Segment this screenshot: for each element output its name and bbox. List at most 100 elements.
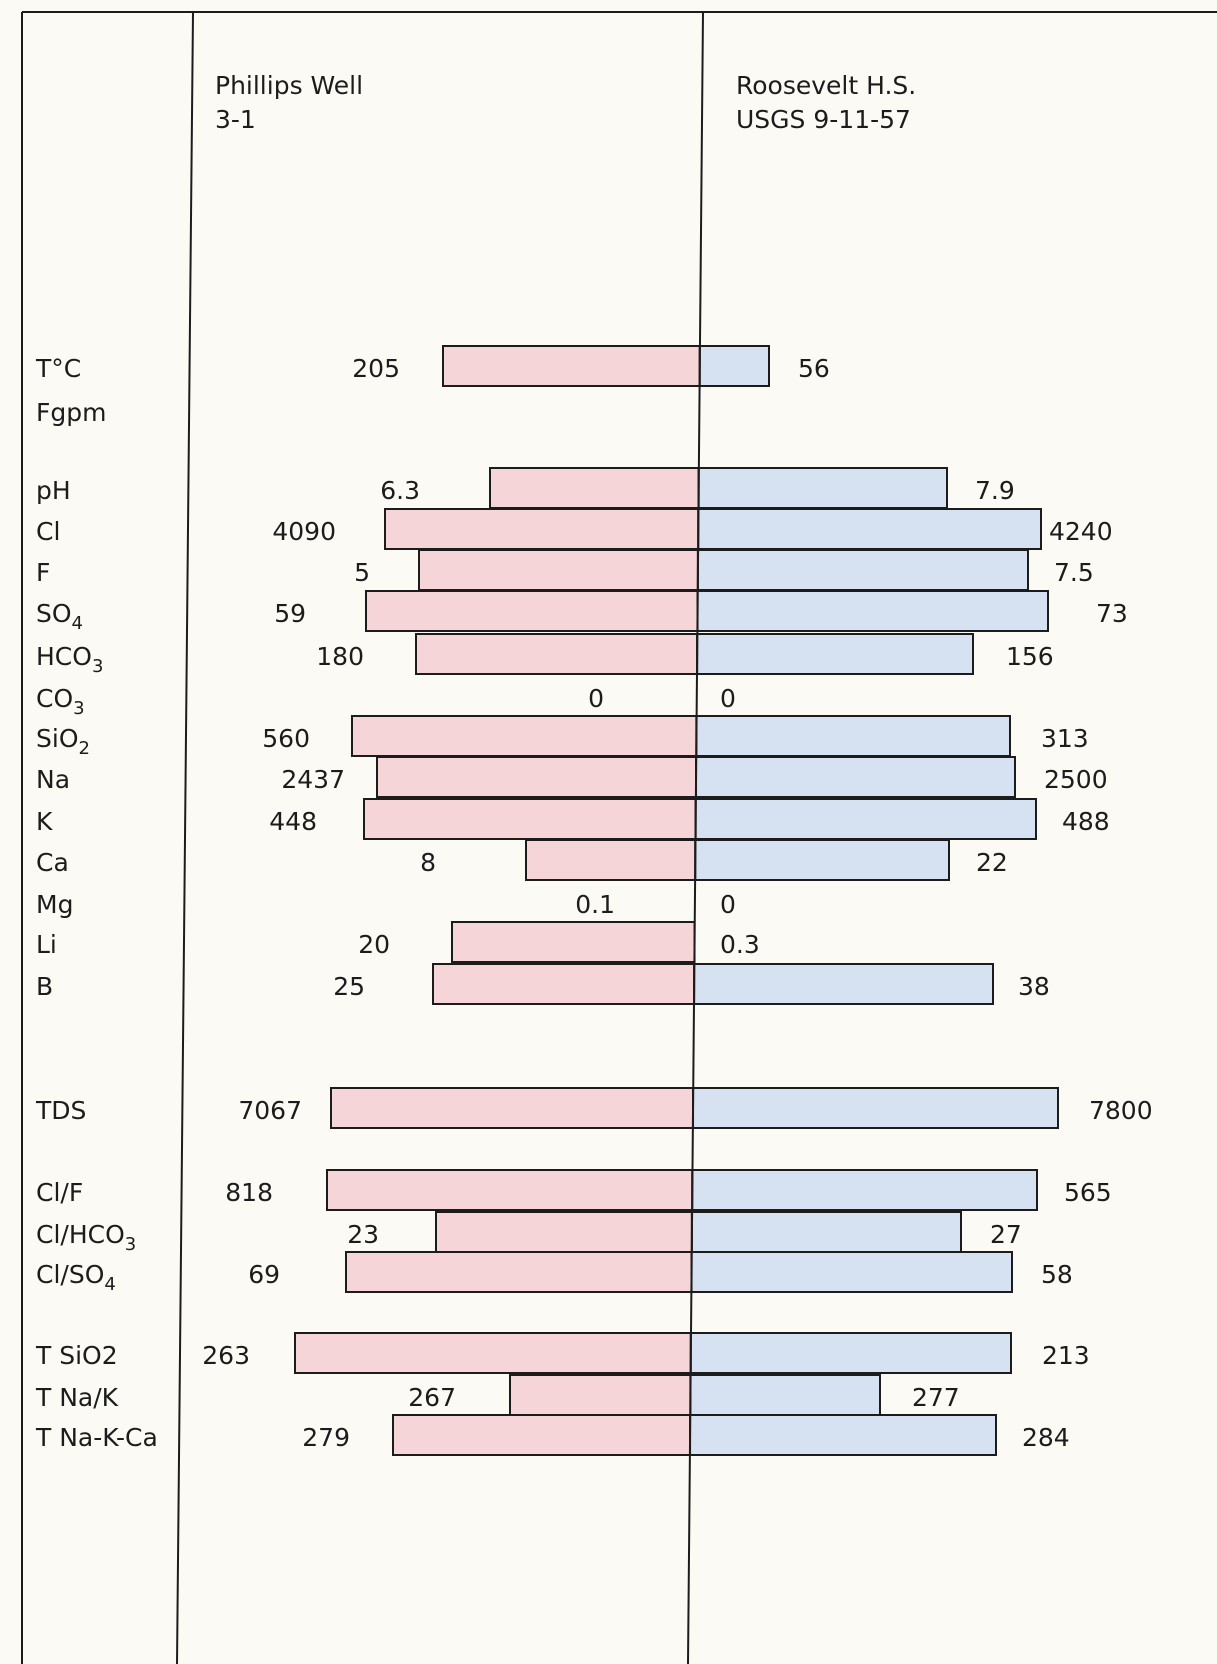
value-label-left-na: 2437 — [281, 765, 345, 794]
category-label-t-na-k-ca: T Na-K-Ca — [35, 1423, 158, 1452]
bar-left-t-sio2 — [294, 1332, 692, 1374]
bar-right-cl-so4 — [690, 1251, 1013, 1293]
value-label-right-cl-f: 565 — [1064, 1178, 1112, 1207]
value-label-right-k: 488 — [1062, 807, 1110, 836]
bar-left-cl-f — [326, 1169, 694, 1211]
value-label-left-ca: 8 — [420, 848, 436, 877]
value-label-right-co3: 0 — [720, 684, 736, 713]
bar-right-t-na-k-ca — [689, 1414, 998, 1456]
bar-right-hco3 — [696, 633, 974, 675]
value-label-left-hco3: 180 — [316, 642, 364, 671]
right-header-id: USGS 9-11-57 — [736, 105, 911, 134]
value-label-right-f: 7.5 — [1054, 558, 1094, 587]
value-label-left-k: 448 — [269, 807, 317, 836]
bar-right-cl — [697, 508, 1042, 550]
value-label-left-ph: 6.3 — [380, 476, 420, 505]
category-label-k: K — [36, 807, 53, 836]
bar-left-cl-hco3 — [435, 1211, 693, 1253]
value-label-left-t-sio2: 263 — [202, 1341, 250, 1370]
category-label-ph: pH — [36, 476, 71, 505]
bar-right-so4 — [696, 590, 1049, 632]
value-label-left-f: 5 — [354, 558, 370, 587]
labels-layer: T°C 205 56 Fgpm pH 6.3 7.9 Cl 4090 4240 F 5 7.5 SO4 59… — [35, 354, 1153, 1452]
value-label-left-cl-so4: 69 — [248, 1260, 280, 1289]
value-label-right-tds: 7800 — [1089, 1096, 1153, 1125]
category-label-f: F — [36, 558, 50, 587]
value-label-right-ph: 7.9 — [975, 476, 1015, 505]
value-label-left-tds: 7067 — [238, 1096, 302, 1125]
bar-right-sio2 — [695, 715, 1012, 757]
bar-right-tds — [692, 1087, 1059, 1129]
right-header-name: Roosevelt H.S. — [736, 71, 916, 100]
category-label-hco3: HCO3 — [36, 642, 103, 677]
value-label-right-cl-so4: 58 — [1041, 1260, 1073, 1289]
bar-right-t-na-k — [689, 1374, 881, 1416]
value-label-right-t-na-k: 277 — [912, 1383, 960, 1412]
category-label-so4: SO4 — [36, 599, 83, 634]
bar-left-sio2 — [351, 715, 698, 757]
left-header-id: 3-1 — [215, 105, 256, 134]
bar-right-ph — [697, 467, 948, 509]
bar-left-tc — [442, 345, 701, 387]
bar-left-b — [432, 963, 696, 1005]
value-label-left-cl: 4090 — [272, 517, 336, 546]
value-label-left-so4: 59 — [274, 599, 306, 628]
bar-right-cl-hco3 — [690, 1211, 962, 1253]
left-column-header: Phillips Well 3-1 — [215, 71, 363, 134]
value-label-right-b: 38 — [1018, 972, 1050, 1001]
category-label-co3: CO3 — [36, 684, 85, 719]
value-label-right-ca: 22 — [976, 848, 1008, 877]
right-column-header: Roosevelt H.S. USGS 9-11-57 — [736, 71, 916, 134]
value-label-right-cl: 4240 — [1049, 517, 1113, 546]
value-label-left-b: 25 — [333, 972, 365, 1001]
bar-left-hco3 — [415, 633, 699, 675]
value-label-left-cl-hco3: 23 — [347, 1220, 379, 1249]
value-label-right-na: 2500 — [1044, 765, 1108, 794]
center-axis-line — [687, 11, 704, 1664]
bar-left-k — [363, 798, 697, 840]
value-label-right-mg: 0 — [720, 890, 736, 919]
value-label-left-co3: 0 — [588, 684, 604, 713]
bar-right-b — [693, 963, 994, 1005]
value-label-right-tc: 56 — [798, 354, 830, 383]
bars-layer — [294, 345, 1059, 1456]
value-label-right-cl-hco3: 27 — [990, 1220, 1022, 1249]
category-label-tds: TDS — [35, 1096, 86, 1125]
value-label-right-sio2: 313 — [1041, 724, 1089, 753]
bar-left-na — [376, 756, 698, 798]
value-label-left-tc: 205 — [352, 354, 400, 383]
value-label-right-hco3: 156 — [1006, 642, 1054, 671]
category-label-fgpm: Fgpm — [36, 398, 106, 427]
category-label-t-na-k: T Na/K — [35, 1383, 119, 1412]
value-label-right-so4: 73 — [1096, 599, 1128, 628]
bar-right-k — [694, 798, 1037, 840]
bar-left-ca — [525, 839, 697, 881]
value-label-left-sio2: 560 — [262, 724, 310, 753]
bar-left-li — [451, 921, 696, 963]
value-label-right-li: 0.3 — [720, 930, 760, 959]
value-label-left-t-na-k-ca: 279 — [302, 1423, 350, 1452]
category-label-t-sio2: T SiO2 — [35, 1341, 118, 1370]
bar-right-cl-f — [691, 1169, 1038, 1211]
bar-left-cl-so4 — [345, 1251, 693, 1293]
bar-right-na — [695, 756, 1016, 798]
bar-right-t-sio2 — [689, 1332, 1012, 1374]
label-column-divider — [176, 11, 194, 1664]
bar-right-ca — [694, 839, 951, 881]
category-label-na: Na — [36, 765, 70, 794]
value-label-left-li: 20 — [358, 930, 390, 959]
category-label-sio2: SiO2 — [36, 724, 90, 759]
value-label-left-t-na-k: 267 — [408, 1383, 456, 1412]
bar-left-ph — [489, 467, 700, 509]
bar-right-f — [696, 549, 1030, 591]
category-label-b: B — [36, 972, 53, 1001]
value-label-left-cl-f: 818 — [225, 1178, 273, 1207]
category-label-cl-hco3: Cl/HCO3 — [36, 1220, 136, 1255]
value-label-right-t-na-k-ca: 284 — [1022, 1423, 1070, 1452]
category-label-mg: Mg — [36, 890, 73, 919]
bar-left-t-na-k — [509, 1374, 692, 1416]
bar-left-so4 — [365, 590, 699, 632]
bar-left-cl — [384, 508, 700, 550]
left-header-name: Phillips Well — [215, 71, 363, 100]
